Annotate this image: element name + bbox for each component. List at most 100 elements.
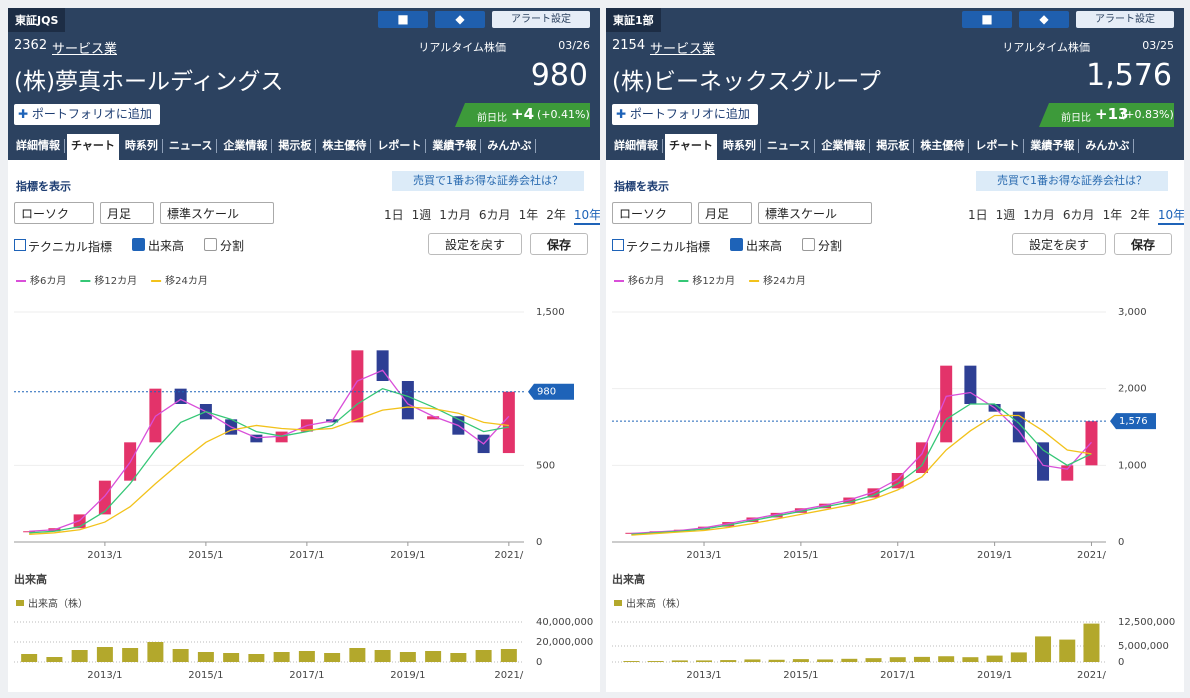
period-link[interactable]: 1週 xyxy=(995,208,1016,222)
period-link[interactable]: 1日 xyxy=(384,208,404,222)
nav-tab[interactable]: ニュース xyxy=(763,139,816,153)
select-box[interactable]: 標準スケール xyxy=(758,202,872,224)
alert-button[interactable]: アラート設定 xyxy=(492,11,590,28)
nav-tab[interactable]: ニュース xyxy=(165,139,218,153)
period-link[interactable]: 6カ月 xyxy=(478,208,511,222)
x-tick-label: 2017/1 xyxy=(880,550,915,561)
checkbox[interactable] xyxy=(132,238,145,251)
nav-tab[interactable]: チャート xyxy=(67,134,119,160)
alert-button[interactable]: アラート設定 xyxy=(1076,11,1174,28)
legend-label: 移24カ月 xyxy=(763,274,806,287)
nav-tab[interactable]: みんかぶ xyxy=(483,139,537,153)
broker-link[interactable]: 売買で1番お得な証券会社は？ xyxy=(392,171,584,191)
twitter-button[interactable]: ◆ xyxy=(1019,11,1069,28)
reset-button[interactable]: 設定を戻す xyxy=(1012,233,1106,255)
select-box[interactable]: ローソク xyxy=(14,202,94,224)
volume-bar xyxy=(696,660,713,662)
period-link[interactable]: 1カ月 xyxy=(1023,208,1055,222)
moving-average-line xyxy=(631,403,1092,535)
technical-icon[interactable] xyxy=(612,239,624,251)
volume-bar xyxy=(889,657,906,662)
legend-label: 移12カ月 xyxy=(692,274,735,287)
nav-tab[interactable]: 企業情報 xyxy=(817,139,871,153)
nav-tab[interactable]: 株主優待 xyxy=(916,139,970,153)
nav-tab[interactable]: 業績予報 xyxy=(428,139,482,153)
volume-bar xyxy=(197,652,214,662)
nav-tab[interactable]: 詳細情報 xyxy=(12,139,65,153)
candle xyxy=(915,442,928,473)
sector-link[interactable]: サービス業 xyxy=(650,42,716,57)
nav-tab[interactable]: 企業情報 xyxy=(219,139,273,153)
facebook-button[interactable]: ■ xyxy=(962,11,1012,28)
indicator-toggle[interactable]: 指標を表示 xyxy=(16,180,71,193)
x-tick-label: 2021/ xyxy=(494,550,523,561)
price-tag-label: 980 xyxy=(537,387,556,398)
portfolio-button[interactable]: ✚ ポートフォリオに追加 xyxy=(612,104,758,125)
stock-code: 2362 xyxy=(14,38,48,53)
period-link[interactable]: 1年 xyxy=(1102,208,1123,222)
indicator-toggle[interactable]: 指標を表示 xyxy=(614,180,669,193)
facebook-button[interactable]: ■ xyxy=(378,11,428,28)
sector-link[interactable]: サービス業 xyxy=(52,42,118,57)
period-link[interactable]: 1週 xyxy=(411,208,432,222)
period-link[interactable]: 6カ月 xyxy=(1062,208,1095,222)
select-box[interactable]: 標準スケール xyxy=(160,202,274,224)
save-button[interactable]: 保存 xyxy=(1114,233,1172,255)
y-tick-label: 0 xyxy=(1118,537,1124,548)
x-tick-label: 2015/1 xyxy=(188,550,223,561)
volume-check-label: 出来高 xyxy=(148,239,185,253)
candle xyxy=(1037,442,1050,481)
nav-tab[interactable]: 時系列 xyxy=(719,139,761,153)
technical-toggle[interactable]: テクニカル指標 xyxy=(28,240,113,254)
period-link[interactable]: 1日 xyxy=(968,208,988,222)
period-link[interactable]: 2年 xyxy=(546,208,566,222)
nav-tab[interactable]: 掲示板 xyxy=(872,139,915,153)
volume-bar xyxy=(962,657,979,662)
y-tick-label: 1,500 xyxy=(536,307,565,318)
select-box[interactable]: 月足 xyxy=(698,202,752,224)
candle xyxy=(770,512,783,518)
nav-tab[interactable]: 業績予報 xyxy=(1026,139,1080,153)
nav-tab[interactable]: 詳細情報 xyxy=(610,139,663,153)
volume-bar xyxy=(817,659,834,662)
select-box[interactable]: ローソク xyxy=(612,202,692,224)
y-tick-label: 0 xyxy=(536,657,542,668)
nav-tab[interactable]: みんかぶ xyxy=(1081,139,1135,153)
nav-tab[interactable]: レポート xyxy=(373,139,427,153)
nav-tab[interactable]: 掲示板 xyxy=(274,139,317,153)
candle xyxy=(98,480,111,515)
nav-tab[interactable]: レポート xyxy=(971,139,1025,153)
technical-toggle[interactable]: テクニカル指標 xyxy=(626,240,711,254)
volume-title: 出来高 xyxy=(14,572,47,586)
nav-tab[interactable]: 時系列 xyxy=(121,139,163,153)
nav-tab[interactable]: 株主優待 xyxy=(318,139,372,153)
portfolio-button[interactable]: ✚ ポートフォリオに追加 xyxy=(14,104,160,125)
checkbox[interactable] xyxy=(204,238,217,251)
y-tick-label: 12,500,000 xyxy=(1118,617,1175,628)
period-link[interactable]: 10年 xyxy=(1157,206,1184,225)
broker-link[interactable]: 売買で1番お得な証券会社は？ xyxy=(976,171,1168,191)
period-link[interactable]: 2年 xyxy=(1130,208,1150,222)
legend-label: 移6カ月 xyxy=(30,274,66,287)
volume-bar xyxy=(1083,623,1100,662)
reset-button[interactable]: 設定を戻す xyxy=(428,233,522,255)
period-link[interactable]: 1カ月 xyxy=(439,208,471,222)
period-link[interactable]: 1年 xyxy=(518,208,539,222)
candle xyxy=(722,522,735,527)
volume-bar xyxy=(450,653,467,662)
nav-tab[interactable]: チャート xyxy=(665,134,717,160)
select-box[interactable]: 月足 xyxy=(100,202,154,224)
volume-bar xyxy=(298,651,315,662)
x-tick-label: 2021/ xyxy=(494,670,523,681)
twitter-button[interactable]: ◆ xyxy=(435,11,485,28)
checkbox[interactable] xyxy=(802,238,815,251)
period-link[interactable]: 10年 xyxy=(573,206,600,225)
candle xyxy=(401,381,414,420)
price: 1,576 xyxy=(1086,58,1172,93)
volume-check-label: 出来高 xyxy=(746,239,783,253)
moving-average-line xyxy=(29,406,509,535)
save-button[interactable]: 保存 xyxy=(530,233,588,255)
price-tag xyxy=(1110,413,1156,430)
technical-icon[interactable] xyxy=(14,239,26,251)
checkbox[interactable] xyxy=(730,238,743,251)
